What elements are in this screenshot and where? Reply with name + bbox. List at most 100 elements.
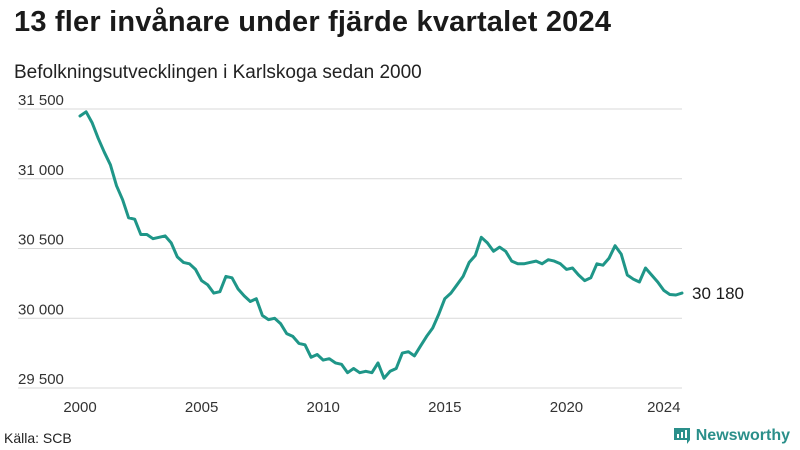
data-point bbox=[559, 262, 562, 266]
data-point bbox=[115, 184, 118, 187]
data-point bbox=[176, 255, 179, 259]
data-point bbox=[613, 244, 617, 247]
data-point bbox=[534, 259, 538, 263]
data-point bbox=[467, 261, 471, 264]
x-tick-label: 2005 bbox=[185, 399, 218, 416]
data-point bbox=[565, 268, 568, 271]
data-point bbox=[601, 264, 605, 267]
data-point bbox=[322, 358, 325, 362]
data-point bbox=[273, 317, 276, 320]
data-point bbox=[206, 283, 209, 286]
data-point bbox=[522, 262, 526, 266]
bar-chart-logo-icon bbox=[673, 428, 690, 444]
data-point bbox=[255, 297, 258, 300]
data-point bbox=[291, 335, 295, 338]
data-point bbox=[340, 363, 343, 366]
data-point bbox=[589, 276, 592, 279]
data-point bbox=[103, 151, 106, 154]
data-point bbox=[619, 252, 623, 256]
data-point bbox=[595, 262, 599, 266]
source-note: Källa: SCB bbox=[4, 430, 72, 446]
data-point bbox=[474, 254, 477, 257]
data-point bbox=[188, 262, 191, 266]
data-point bbox=[364, 370, 367, 373]
data-point bbox=[504, 250, 507, 253]
data-point bbox=[182, 261, 185, 264]
y-tick-label: 31 500 bbox=[18, 92, 64, 109]
data-point bbox=[480, 236, 483, 239]
data-point bbox=[376, 361, 380, 365]
chart-subtitle: Befolkningsutvecklingen i Karlskoga seda… bbox=[14, 62, 422, 83]
y-tick-label: 31 000 bbox=[18, 162, 64, 179]
data-point bbox=[346, 371, 349, 374]
x-tick-label: 2020 bbox=[550, 399, 583, 416]
brand-logo[interactable]: Newsworthy bbox=[673, 427, 790, 445]
data-point bbox=[84, 110, 88, 113]
data-point bbox=[443, 297, 447, 300]
data-point bbox=[461, 275, 465, 278]
y-axis-ticks: 29 500 30 000 30 500 31 000 31 500 bbox=[18, 92, 64, 388]
end-value-label: 30 180 bbox=[692, 284, 744, 303]
data-point bbox=[388, 370, 392, 373]
data-point bbox=[78, 114, 82, 118]
data-point bbox=[242, 294, 246, 298]
gridlines bbox=[18, 108, 682, 389]
data-point bbox=[267, 318, 270, 321]
x-tick-label: 2024 bbox=[647, 399, 680, 416]
data-point bbox=[218, 290, 222, 293]
data-point bbox=[334, 361, 337, 365]
data-point bbox=[510, 259, 513, 263]
data-point bbox=[413, 354, 416, 358]
data-point bbox=[382, 377, 386, 380]
data-point bbox=[200, 279, 203, 282]
x-axis-ticks: 2000 2005 2010 2015 2020 2024 bbox=[63, 399, 680, 416]
data-point bbox=[419, 344, 422, 348]
data-point bbox=[662, 289, 665, 292]
data-point bbox=[395, 367, 398, 370]
data-point bbox=[315, 353, 319, 356]
data-point bbox=[540, 262, 544, 266]
data-point bbox=[553, 259, 556, 263]
data-point bbox=[97, 137, 100, 140]
y-tick-label: 30 500 bbox=[18, 232, 64, 249]
data-point bbox=[279, 322, 282, 326]
data-point bbox=[194, 268, 197, 271]
data-point bbox=[547, 258, 550, 261]
data-point bbox=[528, 261, 532, 264]
data-point bbox=[145, 233, 149, 236]
data-point bbox=[261, 314, 264, 317]
x-tick-label: 2010 bbox=[307, 399, 340, 416]
data-point bbox=[437, 312, 440, 316]
data-point bbox=[303, 343, 307, 346]
y-tick-label: 30 000 bbox=[18, 301, 64, 318]
data-point bbox=[170, 241, 173, 245]
data-point bbox=[297, 342, 301, 345]
data-point bbox=[650, 273, 653, 277]
data-point bbox=[163, 234, 167, 238]
data-point bbox=[455, 283, 459, 286]
data-point bbox=[498, 245, 501, 249]
series-line bbox=[78, 110, 684, 380]
data-point bbox=[626, 273, 629, 277]
brand-name: Newsworthy bbox=[695, 427, 790, 444]
data-point bbox=[516, 262, 520, 266]
data-point bbox=[571, 266, 574, 270]
data-point bbox=[577, 273, 580, 277]
data-point bbox=[632, 277, 635, 281]
chart-title: 13 fler invånare under fjärde kvartalet … bbox=[14, 6, 612, 38]
data-point bbox=[139, 233, 143, 236]
data-point bbox=[638, 280, 641, 284]
data-point bbox=[157, 236, 161, 239]
data-point bbox=[449, 291, 453, 295]
data-point bbox=[358, 371, 361, 374]
data-point bbox=[328, 357, 331, 360]
data-point bbox=[407, 350, 410, 353]
data-point bbox=[431, 326, 434, 330]
data-point bbox=[486, 241, 489, 245]
data-point bbox=[352, 367, 355, 370]
data-point bbox=[607, 257, 611, 260]
data-point bbox=[644, 266, 647, 270]
data-point bbox=[133, 218, 136, 221]
data-point bbox=[127, 216, 130, 220]
